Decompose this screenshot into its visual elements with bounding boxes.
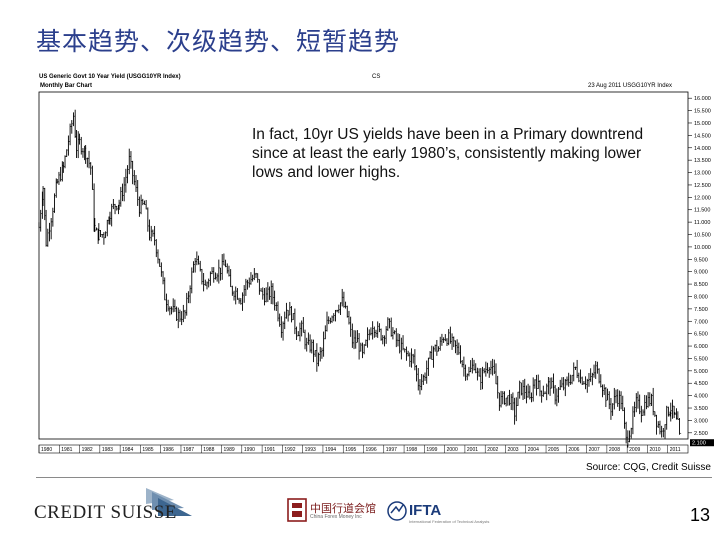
y-tick-label: 6.500 bbox=[694, 332, 708, 338]
x-tick-label: 1980 bbox=[41, 447, 52, 453]
x-tick-label: 2009 bbox=[629, 447, 640, 453]
chart-header-title: US Generic Govt 10 Year Yield (USGG10YR … bbox=[39, 74, 181, 80]
x-tick-label: 1986 bbox=[163, 447, 174, 453]
y-tick-label: 13.500 bbox=[694, 158, 711, 164]
y-tick-label: 8.000 bbox=[694, 294, 708, 300]
y-tick-label: 9.000 bbox=[694, 270, 708, 276]
y-tick-label: 12.500 bbox=[694, 183, 711, 189]
chart-panel: US Generic Govt 10 Year Yield (USGG10YR … bbox=[36, 72, 720, 462]
last-value-marker bbox=[690, 439, 714, 447]
x-tick-label: 1989 bbox=[224, 447, 235, 453]
x-tick-label: 1996 bbox=[366, 447, 377, 453]
y-tick-label: 4.500 bbox=[694, 381, 708, 387]
ifta-subtitle: International Federation of Technical An… bbox=[409, 519, 490, 524]
y-tick-label: 14.000 bbox=[694, 146, 711, 152]
y-tick-label: 3.500 bbox=[694, 406, 708, 412]
x-tick-label: 2004 bbox=[528, 447, 539, 453]
y-tick-label: 4.000 bbox=[694, 394, 708, 400]
chart-subtitle: Monthly Bar Chart bbox=[40, 83, 93, 89]
logo-text: CREDIT SUISSE bbox=[34, 502, 177, 523]
y-tick-label: 2.500 bbox=[694, 431, 708, 437]
x-tick-label: 1990 bbox=[244, 447, 255, 453]
x-tick-label: 1995 bbox=[345, 447, 356, 453]
china-forex-subname: China Forex Money Inc bbox=[310, 514, 362, 520]
x-tick-label: 2000 bbox=[447, 447, 458, 453]
y-tick-label: 5.000 bbox=[694, 369, 708, 375]
source-note: Source: CQG, Credit Suisse bbox=[585, 462, 711, 473]
y-tick-label: 15.500 bbox=[694, 109, 711, 115]
china-forex-name: 中国行道会馆 bbox=[310, 502, 376, 515]
y-tick-label: 7.500 bbox=[694, 307, 708, 313]
x-tick-label: 1993 bbox=[305, 447, 316, 453]
x-tick-label: 1997 bbox=[386, 447, 397, 453]
x-tick-label: 1983 bbox=[102, 447, 113, 453]
x-tick-label: 1984 bbox=[122, 447, 133, 453]
x-tick-label: 2008 bbox=[609, 447, 620, 453]
y-tick-label: 5.500 bbox=[694, 356, 708, 362]
x-tick-label: 1991 bbox=[264, 447, 275, 453]
x-tick-label: 2010 bbox=[649, 447, 660, 453]
sails-icon bbox=[146, 488, 192, 516]
x-tick-label: 2005 bbox=[548, 447, 559, 453]
y-tick-label: 14.500 bbox=[694, 133, 711, 139]
y-tick-label: 9.500 bbox=[694, 257, 708, 263]
x-tick-label: 1999 bbox=[426, 447, 437, 453]
slide-title: 基本趋势、次级趋势、短暂趋势 bbox=[36, 27, 401, 56]
yield-bar-chart: 2.500 3.000 3.500 4.000 4.500 5.000 5.500 6.000… bbox=[38, 91, 714, 454]
ifta-logo-text: IFTA bbox=[409, 502, 442, 519]
chart-header-center: CS bbox=[372, 74, 381, 80]
china-forex-emblem-icon bbox=[287, 498, 307, 522]
chart-annotation: In fact, 10yr US yields have been in a P… bbox=[252, 126, 644, 181]
y-tick-label: 15.000 bbox=[694, 121, 711, 127]
last-value-label: 2.100 bbox=[692, 441, 706, 447]
y-tick-label: 3.000 bbox=[694, 418, 708, 424]
x-tick-label: 2006 bbox=[568, 447, 579, 453]
x-tick-label: 2011 bbox=[670, 447, 681, 453]
chart-date-info: 23 Aug 2011 USGG10YR Index bbox=[588, 83, 672, 89]
plot-frame bbox=[38, 91, 689, 440]
x-tick-label: 1987 bbox=[183, 447, 194, 453]
y-tick-label: 8.500 bbox=[694, 282, 708, 288]
x-tick-label: 2002 bbox=[487, 447, 498, 453]
x-tick-label: 1982 bbox=[82, 447, 93, 453]
x-tick-label: 1998 bbox=[406, 447, 417, 453]
x-tick-label: 1992 bbox=[284, 447, 295, 453]
y-tick-label: 10.000 bbox=[694, 245, 711, 251]
x-tick-label: 2003 bbox=[507, 447, 518, 453]
page-number: 13 bbox=[689, 505, 710, 525]
y-tick-label: 11.500 bbox=[694, 208, 710, 214]
x-tick-label: 2001 bbox=[467, 447, 478, 453]
y-tick-label: 11.000 bbox=[694, 220, 710, 226]
y-tick-label: 13.000 bbox=[694, 171, 711, 177]
y-tick-label: 6.000 bbox=[694, 344, 708, 350]
ifta-emblem-icon bbox=[387, 501, 407, 521]
y-tick-label: 10.500 bbox=[694, 233, 711, 239]
y-tick-label: 7.000 bbox=[694, 319, 708, 325]
y-tick-label: 16.000 bbox=[694, 96, 711, 102]
x-tick-label: 1994 bbox=[325, 447, 336, 453]
y-tick-label: 12.000 bbox=[694, 195, 711, 201]
partner-logos: 中国行道会馆 China Forex Money Inc IFTA Intern… bbox=[287, 498, 490, 528]
credit-suisse-logo: CREDIT SUISSE bbox=[34, 486, 194, 526]
x-tick-label: 2007 bbox=[589, 447, 600, 453]
x-tick-label: 1985 bbox=[142, 447, 153, 453]
footer-divider bbox=[36, 477, 712, 478]
x-tick-label: 1988 bbox=[203, 447, 214, 453]
x-tick-label: 1981 bbox=[61, 447, 72, 453]
